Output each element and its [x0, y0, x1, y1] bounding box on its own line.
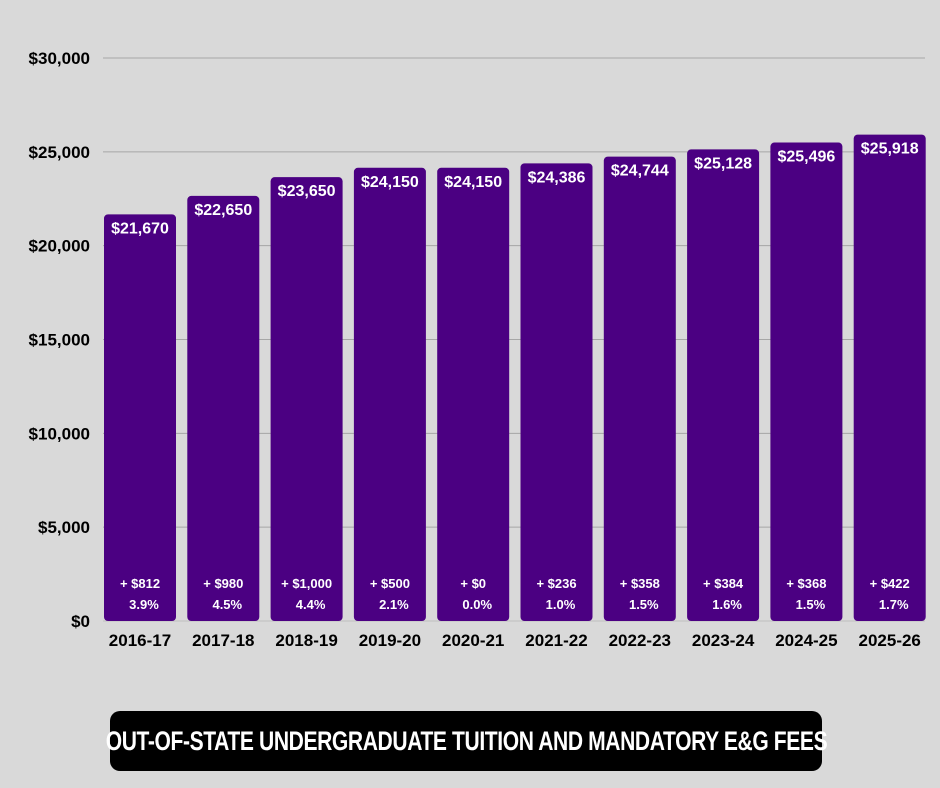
chart-title-banner: OUT-OF-STATE UNDERGRADUATE TUITION AND M… — [105, 711, 827, 771]
percent-label: 1.5% — [629, 597, 659, 612]
chart-title: OUT-OF-STATE UNDERGRADUATE TUITION AND M… — [105, 725, 827, 756]
y-tick-label: $10,000 — [29, 424, 90, 443]
x-tick-label: 2019-20 — [359, 631, 421, 650]
percent-label: 4.4% — [296, 597, 326, 612]
data-label: $25,496 — [777, 149, 835, 166]
bar-chart: $0 $5,000 $10,000 $15,000 $20,000 $25,000 $30,… — [29, 49, 926, 650]
bar — [270, 177, 343, 621]
increase-label: + $500 — [370, 576, 410, 591]
y-tick-label: $0 — [71, 612, 90, 631]
data-label: $21,670 — [111, 220, 169, 237]
x-tick-label: 2022-23 — [609, 631, 671, 650]
increase-label: + $1,000 — [281, 576, 332, 591]
x-tick-label: 2017-18 — [192, 631, 254, 650]
increase-label: + $368 — [786, 576, 826, 591]
increase-label: + $422 — [870, 576, 910, 591]
increase-label: + $812 — [120, 576, 160, 591]
y-tick-label: $5,000 — [38, 518, 90, 537]
percent-label: 0.0% — [462, 597, 492, 612]
y-tick-label: $20,000 — [29, 237, 90, 256]
x-tick-label: 2020-21 — [442, 631, 504, 650]
percent-label: 4.5% — [212, 597, 242, 612]
percent-label: 2.1% — [379, 597, 409, 612]
data-label: $24,150 — [444, 174, 502, 191]
percent-label: 1.7% — [879, 597, 909, 612]
percent-label: 1.5% — [796, 597, 826, 612]
bar — [603, 156, 676, 621]
y-tick-label: $15,000 — [29, 331, 90, 350]
bar — [104, 214, 176, 621]
data-label: $23,650 — [278, 183, 336, 200]
increase-label: + $980 — [203, 576, 243, 591]
bar — [520, 163, 593, 621]
x-tick-label: 2024-25 — [775, 631, 837, 650]
percent-label: 3.9% — [129, 597, 159, 612]
x-tick-label: 2023-24 — [692, 631, 755, 650]
increase-label: + $358 — [620, 576, 660, 591]
bar — [437, 167, 510, 621]
bar — [770, 142, 843, 621]
y-tick-label: $25,000 — [29, 143, 90, 162]
data-label: $24,150 — [361, 174, 419, 191]
percent-label: 1.6% — [712, 597, 742, 612]
data-label: $22,650 — [194, 202, 252, 219]
bar — [687, 149, 760, 621]
y-tick-label: $30,000 — [29, 49, 90, 68]
data-label: $25,918 — [861, 141, 919, 158]
data-label: $25,128 — [694, 155, 752, 172]
data-label: $24,744 — [611, 163, 669, 180]
x-tick-label: 2025-26 — [859, 631, 921, 650]
x-tick-label: 2018-19 — [275, 631, 337, 650]
increase-label: + $384 — [703, 576, 744, 591]
bar — [187, 195, 260, 621]
bar — [353, 167, 426, 621]
increase-label: + $236 — [536, 576, 576, 591]
x-tick-label: 2016-17 — [109, 631, 171, 650]
percent-label: 1.0% — [546, 597, 576, 612]
data-label: $24,386 — [528, 169, 586, 186]
bar — [853, 134, 926, 621]
increase-label: + $0 — [460, 576, 486, 591]
x-tick-label: 2021-22 — [525, 631, 587, 650]
